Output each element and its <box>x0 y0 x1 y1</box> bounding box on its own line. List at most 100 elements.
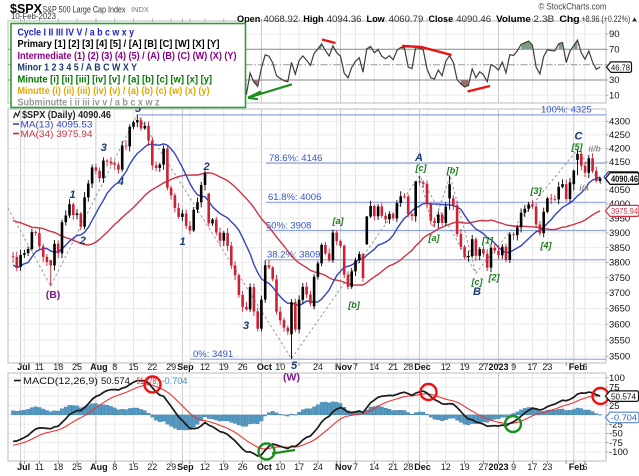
svg-text:90: 90 <box>609 29 620 40</box>
svg-text:$SPX: $SPX <box>10 2 43 16</box>
svg-text:Intermediate (1) (2) (3) (4) (: Intermediate (1) (2) (3) (4) (5) / (A) (… <box>18 51 237 62</box>
svg-text:C: C <box>575 131 584 143</box>
svg-text:25: 25 <box>72 462 82 472</box>
svg-text:9: 9 <box>511 362 516 372</box>
svg-text:[2]: [2] <box>488 273 501 283</box>
svg-text:3800: 3800 <box>609 258 630 269</box>
svg-text:25: 25 <box>609 401 620 412</box>
svg-text:3975.94: 3975.94 <box>611 206 638 216</box>
svg-text:51.278,: 51.278, <box>137 376 159 387</box>
svg-text:10: 10 <box>275 462 285 472</box>
svg-text:0%: 3491: 0%: 3491 <box>193 349 233 360</box>
svg-text:1: 1 <box>70 189 76 201</box>
svg-text:10: 10 <box>609 91 620 102</box>
svg-text:6: 6 <box>582 362 587 372</box>
svg-text:29: 29 <box>166 362 176 372</box>
svg-text:4068.92: 4068.92 <box>264 14 299 24</box>
svg-text:Sep: Sep <box>177 462 194 472</box>
svg-text:Jul: Jul <box>17 462 30 472</box>
svg-text:4150: 4150 <box>609 157 630 168</box>
svg-text:100: 100 <box>609 373 625 384</box>
svg-text:Primary [1] [2] [3] [4] [5] /: Primary [1] [2] [3] [4] [5] / [A] [B] [C… <box>18 39 220 50</box>
svg-text:75: 75 <box>609 382 620 393</box>
svg-text:B: B <box>473 286 481 298</box>
svg-text:3500: 3500 <box>609 352 630 363</box>
svg-text:12: 12 <box>200 462 210 472</box>
svg-text:4050: 4050 <box>609 185 630 196</box>
svg-text:High: High <box>303 14 324 24</box>
svg-text:Close: Close <box>429 14 454 24</box>
svg-text:S&P 500 Large Cap Index: S&P 500 Large Cap Index <box>43 5 126 15</box>
svg-text:Feb: Feb <box>569 462 586 472</box>
svg-text:11: 11 <box>35 362 44 372</box>
svg-text:[b]: [b] <box>347 300 360 310</box>
svg-text:INDX: INDX <box>131 5 149 14</box>
svg-text:21: 21 <box>388 462 398 472</box>
svg-text:17: 17 <box>527 362 537 372</box>
svg-text:5: 5 <box>291 360 298 372</box>
svg-text:[a]: [a] <box>332 216 345 226</box>
svg-text:4200: 4200 <box>609 144 630 155</box>
svg-text:Nov: Nov <box>335 362 352 372</box>
svg-text:2: 2 <box>79 235 86 247</box>
svg-text:-25: -25 <box>609 419 623 430</box>
svg-text:3650: 3650 <box>609 304 630 315</box>
svg-text:Dec: Dec <box>414 462 431 472</box>
svg-text:MACD(12,26,9): MACD(12,26,9) <box>23 376 98 387</box>
svg-text:50.574,: 50.574, <box>101 376 133 387</box>
svg-text:[1]: [1] <box>481 236 494 246</box>
svg-text:-100: -100 <box>609 447 628 458</box>
svg-text:[b]: [b] <box>446 166 459 176</box>
svg-text:28: 28 <box>403 462 413 472</box>
svg-text:10-Feb-2023: 10-Feb-2023 <box>11 11 56 21</box>
svg-text:14: 14 <box>369 362 379 372</box>
svg-text:5: 5 <box>135 103 142 115</box>
svg-text:18: 18 <box>53 362 63 372</box>
svg-text:Dec: Dec <box>414 362 431 372</box>
svg-text:+8.96 (+0.22%): +8.96 (+0.22%) <box>582 14 631 24</box>
svg-text:Low: Low <box>367 14 386 24</box>
svg-text:3900: 3900 <box>609 228 630 239</box>
svg-text:-50: -50 <box>609 429 623 440</box>
svg-text:21: 21 <box>388 362 398 372</box>
svg-text:24: 24 <box>313 462 323 472</box>
svg-text:3: 3 <box>243 320 249 332</box>
svg-text:18: 18 <box>53 462 63 472</box>
svg-text:[c]: [c] <box>471 277 484 287</box>
svg-text:-0.704: -0.704 <box>162 376 188 387</box>
svg-text:24: 24 <box>313 362 323 372</box>
svg-text:Jul: Jul <box>17 362 30 372</box>
svg-text:19: 19 <box>460 362 470 372</box>
svg-text:A: A <box>414 152 423 164</box>
svg-text:12: 12 <box>200 362 210 372</box>
svg-text:Aug: Aug <box>90 362 108 372</box>
svg-text:Minutte (i) (ii) (iii) (iv) (v: Minutte (i) (ii) (iii) (iv) (v) / (a) (b… <box>18 86 210 97</box>
svg-text:11: 11 <box>35 462 44 472</box>
svg-text:1: 1 <box>180 236 186 248</box>
svg-text:4000: 4000 <box>609 199 630 210</box>
svg-text:Oct: Oct <box>257 362 272 372</box>
svg-text:17: 17 <box>294 462 304 472</box>
svg-text:3950: 3950 <box>609 214 630 225</box>
svg-text:Open: Open <box>237 14 261 24</box>
svg-text:100%: 4325: 100%: 4325 <box>541 105 592 116</box>
svg-text:Minute [i] [ii] [iii] [iv] [v]: Minute [i] [ii] [iii] [iv] [v] / [a] [b]… <box>18 74 213 85</box>
svg-text:© StockCharts.com: © StockCharts.com <box>539 2 607 12</box>
svg-text:3600: 3600 <box>609 319 630 330</box>
svg-text:3700: 3700 <box>609 288 630 299</box>
svg-text:70: 70 <box>609 45 620 56</box>
svg-text:2: 2 <box>202 161 209 173</box>
svg-text:4060.79: 4060.79 <box>389 14 424 24</box>
svg-text:50%: 3908: 50%: 3908 <box>266 220 311 231</box>
svg-text:MA(13) 4095.53: MA(13) 4095.53 <box>21 120 93 131</box>
svg-text:22: 22 <box>147 362 157 372</box>
svg-text:27: 27 <box>478 462 488 472</box>
svg-text:38.2%: 3809: 38.2%: 3809 <box>267 250 320 261</box>
svg-text:Oct: Oct <box>257 462 272 472</box>
svg-text:[5]: [5] <box>571 142 584 152</box>
svg-text:Volume: Volume <box>496 14 531 24</box>
svg-text:25: 25 <box>72 362 82 372</box>
svg-text:Aug: Aug <box>90 462 108 472</box>
svg-text:30: 30 <box>609 75 620 86</box>
svg-text:28: 28 <box>403 362 413 372</box>
